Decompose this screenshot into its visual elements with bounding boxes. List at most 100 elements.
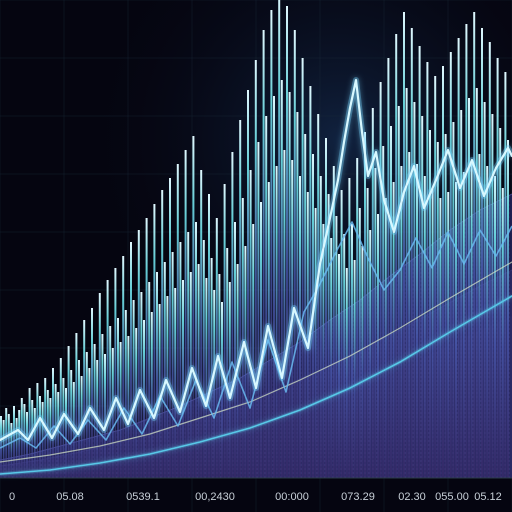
volume-bar	[437, 142, 439, 478]
volume-bar	[250, 170, 252, 478]
x-axis-label: 02.30	[398, 491, 426, 503]
volume-bar	[133, 300, 135, 478]
x-axis-label: 05.08	[56, 491, 84, 503]
volume-bar	[335, 216, 337, 478]
volume-bar	[195, 222, 197, 478]
volume-bar	[502, 188, 504, 478]
volume-bar	[486, 166, 488, 478]
volume-bar	[208, 194, 210, 478]
volume-bar	[390, 126, 392, 478]
volume-bar	[231, 152, 233, 478]
x-axis-label: 00:000	[275, 491, 309, 503]
volume-bar	[156, 272, 158, 478]
volume-bar	[34, 408, 36, 478]
volume-bar	[421, 116, 423, 478]
volume-bar	[276, 166, 278, 478]
volume-bar	[138, 230, 140, 478]
x-axis-label: 073.29	[341, 491, 375, 503]
volume-bar	[419, 46, 421, 478]
x-axis-label: 00,2430	[195, 491, 235, 503]
volume-bar	[172, 252, 174, 478]
volume-bar	[367, 188, 369, 478]
volume-bar	[109, 326, 111, 478]
volume-bar	[16, 418, 18, 478]
volume-bar	[239, 120, 241, 478]
volume-bar	[426, 62, 428, 478]
volume-bar	[445, 134, 447, 478]
volume-bar	[343, 234, 345, 478]
volume-bar	[403, 12, 405, 478]
volume-bar	[8, 414, 10, 478]
volume-bar	[182, 280, 184, 478]
volume-bar	[348, 178, 350, 478]
volume-bar	[252, 224, 254, 478]
volume-bar	[359, 208, 361, 478]
volume-bar	[489, 42, 491, 478]
volume-bar	[283, 150, 285, 478]
volume-bar	[432, 188, 434, 478]
volume-bar	[36, 383, 38, 478]
volume-bar	[278, 0, 280, 478]
volume-bar	[320, 176, 322, 478]
volume-bar	[465, 24, 467, 478]
volume-bar	[244, 246, 246, 478]
volume-bar	[146, 218, 148, 478]
volume-bar	[460, 110, 462, 478]
volume-bar	[504, 72, 506, 478]
volume-bar	[125, 310, 127, 478]
volume-bar	[5, 408, 7, 478]
x-axis-label: 05.12	[474, 491, 502, 503]
volume-bar	[18, 410, 20, 478]
volume-bar	[374, 168, 376, 478]
volume-bar	[62, 378, 64, 478]
volume-bar	[234, 222, 236, 478]
volume-bar	[187, 232, 189, 478]
volume-bar	[99, 293, 101, 478]
volume-bar	[229, 282, 231, 478]
volume-bar	[330, 238, 332, 478]
volume-bar	[309, 86, 311, 478]
volume-bar	[153, 204, 155, 478]
volume-bar	[442, 66, 444, 478]
volume-bar	[164, 262, 166, 478]
volume-bar	[205, 278, 207, 478]
volume-bar	[83, 320, 85, 478]
volume-bar	[218, 274, 220, 478]
volume-bar	[289, 92, 291, 478]
volume-bar	[398, 106, 400, 478]
volume-bar	[65, 388, 67, 478]
volume-bar	[507, 140, 509, 478]
volume-bar	[39, 396, 41, 478]
volume-bar	[361, 246, 363, 478]
volume-bar	[104, 354, 106, 478]
x-axis-label: 055.00	[435, 491, 469, 503]
volume-bar	[494, 176, 496, 478]
volume-bar	[481, 28, 483, 478]
volume-bar	[140, 292, 142, 478]
volume-bar	[416, 164, 418, 478]
volume-bar	[247, 90, 249, 478]
volume-bar	[200, 170, 202, 478]
volume-bar	[387, 58, 389, 478]
volume-bar	[177, 164, 179, 478]
volume-bar	[434, 76, 436, 478]
volume-bar	[408, 152, 410, 478]
volume-bar	[484, 102, 486, 478]
volume-bar	[406, 88, 408, 478]
volume-bar	[198, 264, 200, 478]
volume-bar	[57, 392, 59, 478]
volume-bar	[242, 198, 244, 478]
volume-bar	[315, 208, 317, 478]
volume-bar	[169, 178, 171, 478]
volume-bar	[107, 280, 109, 478]
volume-bar	[395, 34, 397, 478]
volume-bar	[122, 256, 124, 478]
volume-bar	[101, 334, 103, 478]
volume-bar	[385, 198, 387, 478]
volume-bar	[52, 368, 54, 478]
volume-bar	[338, 254, 340, 478]
x-axis-label: 0539.1	[126, 491, 160, 503]
volume-bar	[26, 412, 28, 478]
volume-bar	[346, 268, 348, 478]
volume-bar	[148, 282, 150, 478]
